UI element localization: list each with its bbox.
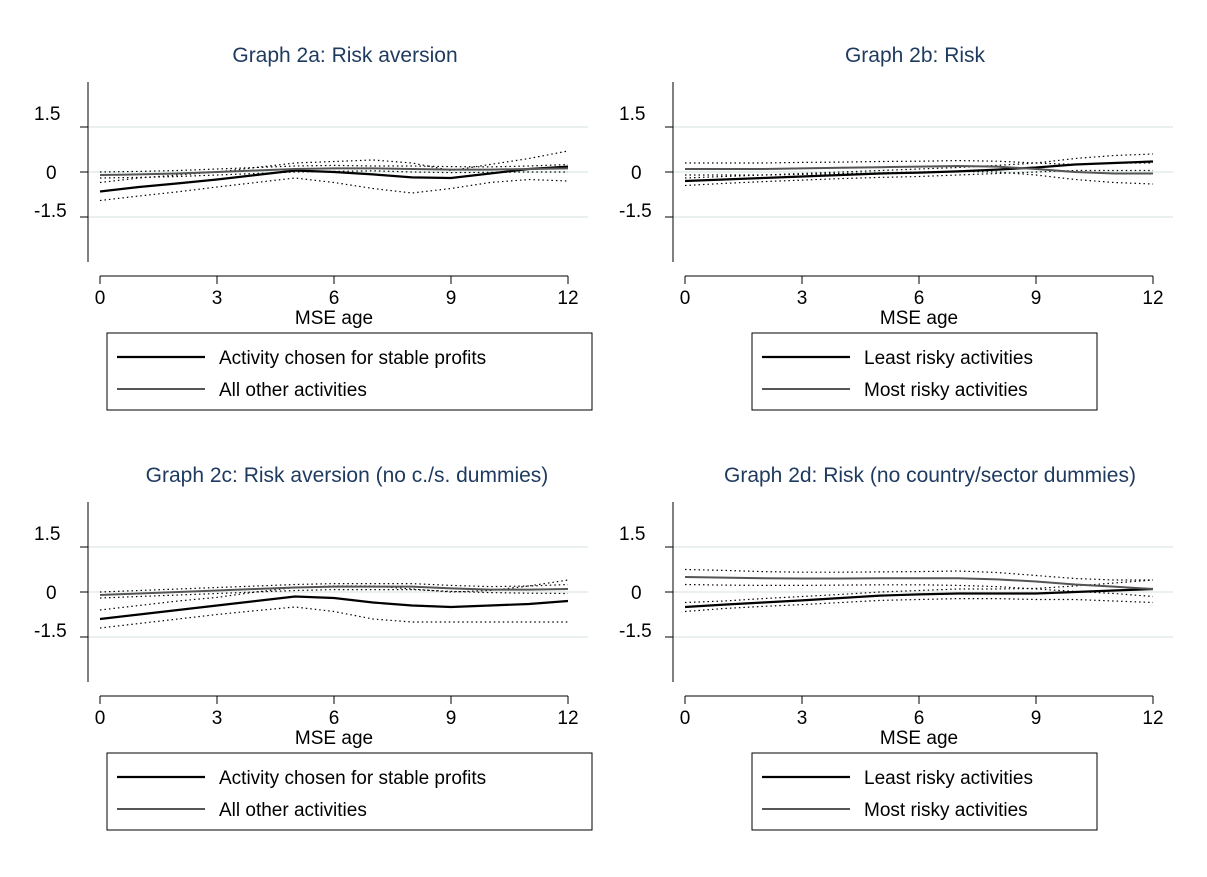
- series-1-ci-lower-band: [99, 606, 568, 629]
- series-line-1: [99, 595, 569, 621]
- x-tick-label: 9: [1031, 708, 1042, 729]
- y-tick-label: 0: [46, 583, 57, 604]
- x-tick-label: 0: [680, 288, 691, 309]
- legend-label-1: Least risky activities: [864, 768, 1033, 789]
- legend-box: [106, 752, 593, 831]
- x-tick-label: 0: [95, 288, 106, 309]
- x-axis-label: MSE age: [880, 308, 958, 329]
- x-tick-label: 6: [329, 708, 340, 729]
- series-line-2: [99, 585, 569, 596]
- legend: Activity chosen for stable profits All ot…: [106, 332, 593, 411]
- series-1-ci-upper-band: [99, 150, 569, 184]
- x-axis-label: MSE age: [295, 308, 373, 329]
- series-2-ci-upper-band: [99, 163, 569, 173]
- legend-label-2: Most risky activities: [864, 380, 1028, 401]
- x-tick-label: 9: [446, 288, 457, 309]
- series-1-ci-lower-band: [684, 169, 1153, 187]
- chart-title: Graph 2b: Risk: [845, 44, 986, 67]
- legend: Least risky activities Most risky activit…: [751, 752, 1098, 831]
- x-tick-label: 12: [557, 708, 578, 729]
- y-tick-label: 1.5: [619, 104, 645, 125]
- chart-panel-a: Graph 2a: Risk aversion 1.5 0 -1.5 0 3 6 9 12 MSE…: [34, 44, 593, 411]
- series-line-2: [685, 164, 1153, 175]
- legend-box: [751, 752, 1098, 831]
- series-1-ci-lower-band: [99, 177, 569, 202]
- series-line-1: [99, 165, 569, 193]
- y-tick-label: 0: [46, 163, 57, 184]
- legend-box: [106, 332, 593, 411]
- x-tick-label: 3: [797, 708, 808, 729]
- x-tick-label: 12: [1142, 288, 1163, 309]
- series-line-2: [99, 167, 569, 176]
- y-tick-label: -1.5: [619, 621, 652, 642]
- series-2-ci-upper-band: [99, 582, 569, 593]
- chart-title: Graph 2c: Risk aversion (no c./s. dummie…: [146, 464, 549, 487]
- x-tick-label: 0: [680, 708, 691, 729]
- x-tick-label: 9: [446, 708, 457, 729]
- legend-label-2: All other activities: [219, 800, 367, 821]
- series-line-1: [684, 587, 1154, 609]
- series-1-ci-lower-band: [684, 597, 1154, 613]
- x-tick-label: 6: [329, 288, 340, 309]
- chart-title: Graph 2d: Risk (no country/sector dummie…: [724, 464, 1136, 487]
- y-tick-label: -1.5: [34, 621, 67, 642]
- series-2-ci-upper-band: [685, 159, 1153, 166]
- x-tick-label: 6: [914, 288, 925, 309]
- y-tick-label: 0: [631, 163, 642, 184]
- y-tick-label: 0: [631, 583, 642, 604]
- series-line-1: [684, 160, 1154, 183]
- legend: Activity chosen for stable profits All ot…: [106, 752, 593, 831]
- series-2-ci-lower-band: [99, 588, 569, 599]
- x-tick-label: 0: [95, 708, 106, 729]
- y-tick-label: 1.5: [619, 524, 645, 545]
- x-tick-label: 12: [1142, 708, 1163, 729]
- series-2-ci-upper-band: [684, 568, 1153, 581]
- chart-panel-d: Graph 2d: Risk (no country/sector dummie…: [619, 464, 1173, 831]
- x-axis-label: MSE age: [295, 728, 373, 749]
- series-1-ci-upper-band: [684, 153, 1154, 179]
- series-2-ci-lower-band: [684, 583, 1154, 598]
- legend-label-1: Least risky activities: [864, 348, 1033, 369]
- x-axis-label: MSE age: [880, 728, 958, 749]
- legend-label-2: Most risky activities: [864, 800, 1028, 821]
- legend-label-1: Activity chosen for stable profits: [219, 348, 486, 369]
- legend-box: [751, 332, 1098, 411]
- x-tick-label: 3: [212, 288, 223, 309]
- y-tick-label: -1.5: [34, 201, 67, 222]
- y-tick-label: -1.5: [619, 201, 652, 222]
- x-tick-label: 9: [1031, 288, 1042, 309]
- x-tick-label: 6: [914, 708, 925, 729]
- chart-title: Graph 2a: Risk aversion: [232, 44, 457, 67]
- legend-label-1: Activity chosen for stable profits: [219, 768, 486, 789]
- y-tick-label: 1.5: [34, 524, 60, 545]
- legend: Least risky activities Most risky activit…: [751, 332, 1098, 411]
- chart-panel-b: Graph 2b: Risk 1.5 0 -1.5 0 3 6 9 12 MSE age Least…: [619, 44, 1173, 411]
- x-tick-label: 3: [797, 288, 808, 309]
- legend-label-2: All other activities: [219, 380, 367, 401]
- x-tick-label: 12: [557, 288, 578, 309]
- chart-panel-c: Graph 2c: Risk aversion (no c./s. dummie…: [34, 464, 593, 831]
- series-line-2: [684, 576, 1154, 590]
- x-tick-label: 3: [212, 708, 223, 729]
- y-tick-label: 1.5: [34, 104, 60, 125]
- series-1-ci-upper-band: [684, 579, 1154, 604]
